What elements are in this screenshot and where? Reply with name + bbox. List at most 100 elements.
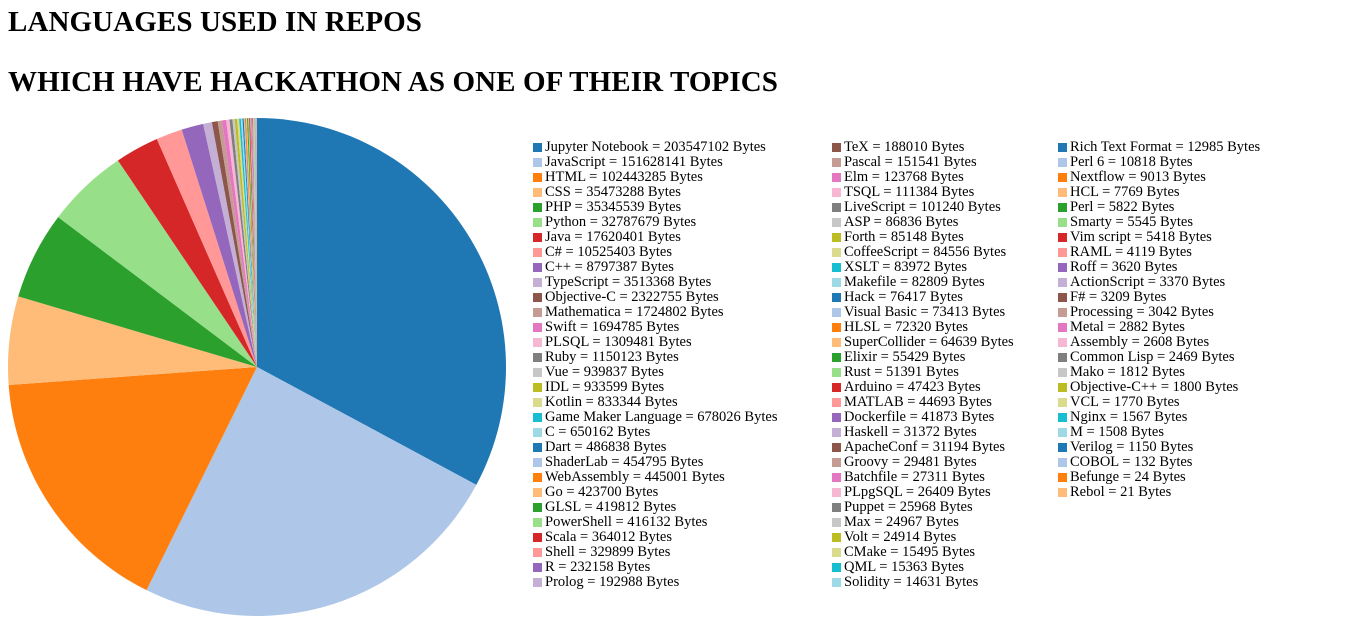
legend-item: SuperCollider = 64639 Bytes <box>832 335 1014 350</box>
legend-swatch <box>832 413 841 422</box>
pie-slice-arduino <box>255 118 257 367</box>
legend-item: Befunge = 24 Bytes <box>1058 470 1260 485</box>
pie-slice-apacheconf <box>256 118 257 367</box>
legend-label: Roff = 3620 Bytes <box>1070 259 1178 275</box>
legend-label: C = 650162 Bytes <box>545 424 651 440</box>
legend-label: Hack = 76417 Bytes <box>844 289 963 305</box>
legend-label: ShaderLab = 454795 Bytes <box>545 454 704 470</box>
legend-label: Mako = 1812 Bytes <box>1070 364 1185 380</box>
legend-item: Game Maker Language = 678026 Bytes <box>533 410 777 425</box>
legend-label: QML = 15363 Bytes <box>844 559 965 575</box>
legend-swatch <box>832 488 841 497</box>
pie-slice-html <box>8 367 257 591</box>
legend-item: QML = 15363 Bytes <box>832 560 1014 575</box>
pie-slice-webassembly <box>244 118 257 367</box>
legend-item: ApacheConf = 31194 Bytes <box>832 440 1014 455</box>
legend-swatch <box>832 218 841 227</box>
legend-item: Java = 17620401 Bytes <box>533 230 777 245</box>
legend-item: JavaScript = 151628141 Bytes <box>533 155 777 170</box>
legend-item: Vue = 939837 Bytes <box>533 365 777 380</box>
legend-item: GLSL = 419812 Bytes <box>533 500 777 515</box>
legend-item: Rich Text Format = 12985 Bytes <box>1058 140 1260 155</box>
legend-label: Vue = 939837 Bytes <box>545 364 664 380</box>
legend-swatch <box>1058 473 1067 482</box>
pie-slice-elm <box>252 118 257 367</box>
legend-label: F# = 3209 Bytes <box>1070 289 1167 305</box>
legend-swatch <box>533 158 542 167</box>
pie-slice-dockerfile <box>255 118 257 367</box>
legend-swatch <box>533 428 542 437</box>
pie-slice-shaderlab <box>243 118 257 368</box>
legend-item: Max = 24967 Bytes <box>832 515 1014 530</box>
legend-label: Pascal = 151541 Bytes <box>844 154 977 170</box>
legend-swatch <box>533 293 542 302</box>
legend-column-3: Rich Text Format = 12985 Bytes Perl 6 = 1… <box>1058 140 1260 500</box>
legend-item: HCL = 7769 Bytes <box>1058 185 1260 200</box>
legend-label: Solidity = 14631 Bytes <box>844 574 979 590</box>
legend-swatch <box>1058 413 1067 422</box>
legend-label: COBOL = 132 Bytes <box>1070 454 1193 470</box>
legend-item: Mako = 1812 Bytes <box>1058 365 1260 380</box>
legend-item: C = 650162 Bytes <box>533 425 777 440</box>
legend-item: Kotlin = 833344 Bytes <box>533 395 777 410</box>
pie-slice-css <box>7 296 257 385</box>
legend-label: Nginx = 1567 Bytes <box>1070 409 1188 425</box>
legend-swatch <box>1058 428 1067 437</box>
legend-item: ASP = 86836 Bytes <box>832 215 1014 230</box>
legend-item: Solidity = 14631 Bytes <box>832 575 1014 590</box>
legend-item: Nginx = 1567 Bytes <box>1058 410 1260 425</box>
legend-swatch <box>533 203 542 212</box>
legend-item: Python = 32787679 Bytes <box>533 215 777 230</box>
legend-item: Dockerfile = 41873 Bytes <box>832 410 1014 425</box>
legend-label: Haskell = 31372 Bytes <box>844 424 977 440</box>
legend-item: Elixir = 55429 Bytes <box>832 350 1014 365</box>
legend-label: CMake = 15495 Bytes <box>844 544 976 560</box>
legend-label: Processing = 3042 Bytes <box>1070 304 1214 320</box>
legend-label: IDL = 933599 Bytes <box>545 379 665 395</box>
pie-slice-hlsl <box>255 118 257 367</box>
legend-swatch <box>533 548 542 557</box>
legend-swatch <box>1058 383 1067 392</box>
legend-swatch <box>533 368 542 377</box>
legend-item: Batchfile = 27311 Bytes <box>832 470 1014 485</box>
legend-swatch <box>832 398 841 407</box>
legend-item: Visual Basic = 73413 Bytes <box>832 305 1014 320</box>
legend-swatch <box>832 188 841 197</box>
legend-swatch <box>832 458 841 467</box>
legend-item: Roff = 3620 Bytes <box>1058 260 1260 275</box>
legend-swatch <box>1058 308 1067 317</box>
legend-swatch <box>1058 143 1067 152</box>
legend-label: Forth = 85148 Bytes <box>844 229 964 245</box>
legend-swatch <box>1058 353 1067 362</box>
legend-item: Metal = 2882 Bytes <box>1058 320 1260 335</box>
legend-label: Swift = 1694785 Bytes <box>545 319 680 335</box>
legend-swatch <box>1058 458 1067 467</box>
legend-swatch <box>533 533 542 542</box>
legend-swatch <box>832 518 841 527</box>
legend-swatch <box>1058 218 1067 227</box>
pie-slice-r <box>250 118 257 367</box>
legend-swatch <box>832 248 841 257</box>
legend-swatch <box>832 473 841 482</box>
pie-slice-php <box>18 217 257 367</box>
legend-item: Smarty = 5545 Bytes <box>1058 215 1260 230</box>
legend-label: Perl = 5822 Bytes <box>1070 199 1175 215</box>
legend-item: Makefile = 82809 Bytes <box>832 275 1014 290</box>
legend-swatch <box>832 578 841 587</box>
legend-swatch <box>1058 398 1067 407</box>
legend-swatch <box>832 503 841 512</box>
legend-item: COBOL = 132 Bytes <box>1058 455 1260 470</box>
legend-label: Game Maker Language = 678026 Bytes <box>545 409 778 425</box>
legend-label: Dockerfile = 41873 Bytes <box>844 409 995 425</box>
legend-item: VCL = 1770 Bytes <box>1058 395 1260 410</box>
legend-item: CMake = 15495 Bytes <box>832 545 1014 560</box>
legend-label: PLSQL = 1309481 Bytes <box>545 334 692 350</box>
pie-slice-powershell <box>248 118 257 367</box>
legend-swatch <box>1058 278 1067 287</box>
legend-column-2: TeX = 188010 Bytes Pascal = 151541 Bytes E… <box>832 140 1014 590</box>
legend-label: Prolog = 192988 Bytes <box>545 574 680 590</box>
legend-label: Visual Basic = 73413 Bytes <box>844 304 1006 320</box>
legend-label: PowerShell = 416132 Bytes <box>545 514 708 530</box>
legend-item: ShaderLab = 454795 Bytes <box>533 455 777 470</box>
pie-slice-supercollider <box>255 118 257 367</box>
